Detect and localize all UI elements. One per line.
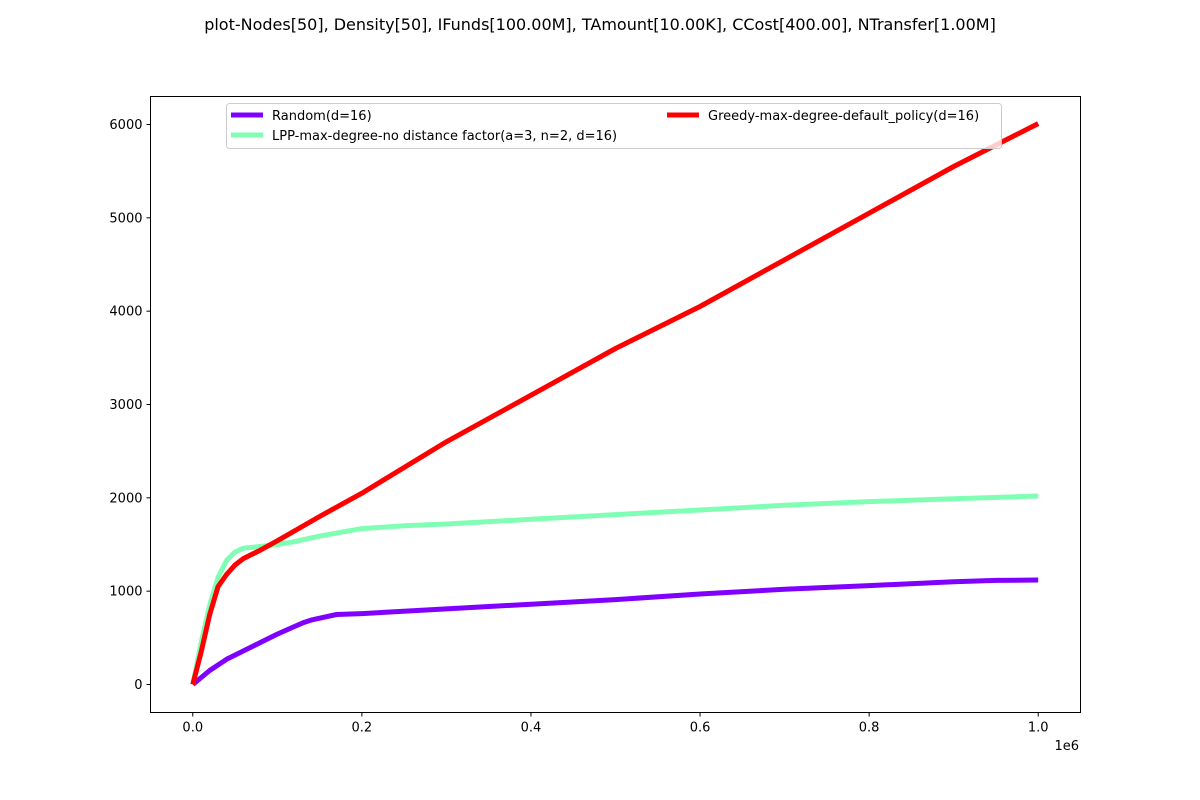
plot-area: 0.0 0.2 0.4 0.6 0.8 1.0 0 1000 2000 3000 4000 5000… xyxy=(109,96,1081,754)
x-axis: 0.0 0.2 0.4 0.6 0.8 1.0 xyxy=(182,712,1049,736)
legend-label-lpp: LPP-max-degree-no distance factor(a=3, n… xyxy=(272,129,617,144)
x-axis-offset-label: 1e6 xyxy=(1054,739,1079,754)
y-tick-label: 2000 xyxy=(109,491,142,506)
y-tick-label: 5000 xyxy=(109,211,142,226)
x-tick-label: 0.0 xyxy=(182,721,203,736)
y-tick-label: 3000 xyxy=(109,398,142,413)
series-line-random xyxy=(191,577,1039,687)
x-tick-label: 1.0 xyxy=(1028,721,1049,736)
x-tick-label: 0.2 xyxy=(352,721,373,736)
series-line-lpp xyxy=(190,493,1039,685)
legend: Random(d=16) LPP-max-degree-no distance … xyxy=(226,103,1002,149)
series-layer xyxy=(190,121,1040,687)
y-tick-label: 1000 xyxy=(109,585,142,600)
legend-label-random: Random(d=16) xyxy=(272,109,372,124)
legend-frame xyxy=(226,103,1002,149)
x-tick-label: 0.8 xyxy=(859,721,880,736)
y-tick-label: 6000 xyxy=(109,118,142,133)
y-axis: 0 1000 2000 3000 4000 5000 6000 xyxy=(109,118,151,693)
chart-title: plot-Nodes[50], Density[50], IFunds[100.… xyxy=(204,15,996,34)
legend-label-greedy: Greedy-max-degree-default_policy(d=16) xyxy=(708,109,979,124)
x-tick-label: 0.6 xyxy=(690,721,711,736)
series-line-greedy xyxy=(190,121,1040,686)
y-tick-label: 0 xyxy=(134,678,142,693)
x-tick-label: 0.4 xyxy=(521,721,542,736)
y-tick-label: 4000 xyxy=(109,305,142,320)
